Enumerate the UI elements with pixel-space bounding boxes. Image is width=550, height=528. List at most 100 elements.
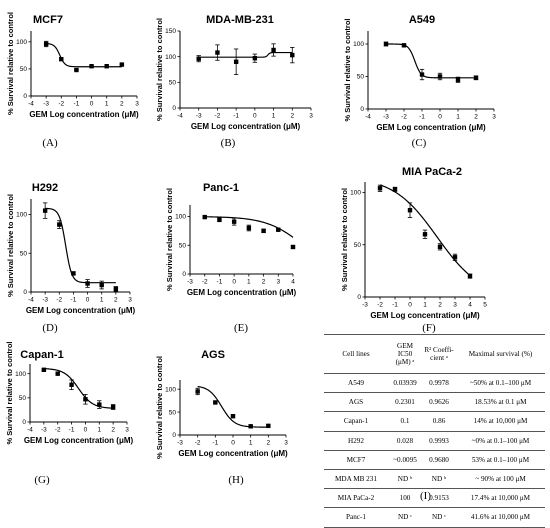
table-cell: 0.9978 — [422, 372, 456, 394]
table-cell: ~0.0095 — [388, 449, 422, 470]
table-cell: Capan-1 — [324, 411, 388, 432]
table-cell: H292 — [324, 430, 388, 451]
chart-panel: MCF7 -4 -3 -2 -1 0 1 2 3 0 50 100 GEM Log concentrat… — [6, 12, 139, 149]
y-axis-label: % Survival relative to control — [165, 188, 174, 291]
data-point — [202, 214, 207, 220]
data-point — [392, 187, 398, 192]
table-row: AGS 0.2301 0.9626 18.53% at 0.1 μM — [324, 392, 545, 413]
x-tick-label: -3 — [196, 113, 202, 120]
data-point — [271, 47, 276, 53]
x-tick-label: 2 — [267, 440, 271, 447]
fit-curve — [386, 43, 476, 79]
data-point — [467, 273, 473, 279]
y-axis-label: % Survival relative to control — [155, 356, 164, 459]
x-tick-label: 1 — [456, 114, 460, 121]
y-tick-label: 100 — [353, 41, 364, 48]
x-tick-label: 2 — [438, 302, 442, 309]
y-tick-label: 100 — [16, 212, 27, 219]
y-tick-label: 50 — [20, 66, 28, 73]
table-cell: 0.2301 — [388, 392, 422, 413]
y-tick-label: 0 — [23, 93, 27, 100]
panel-label: (E) — [234, 322, 248, 334]
chart-panel: Panc-1 -3 -2 -1 0 1 2 3 4 0 50 100 GEM Log concentra… — [165, 182, 296, 334]
data-point — [455, 77, 461, 82]
chart-panel: Capan-1 -4 -3 -2 -1 0 1 2 3 0 50 100 GEM Log concent… — [5, 342, 133, 486]
chart-panel: MDA-MB-231 -4 -3 -2 -1 0 1 2 3 0 50 100 150 GEM Log c… — [155, 14, 313, 149]
y-tick-label: 100 — [350, 190, 361, 197]
x-tick-label: 0 — [84, 427, 88, 434]
data-point — [377, 186, 383, 191]
data-point — [196, 56, 201, 61]
table-header-row: Cell lines GEM IC50 (μM) ᵃ R² Coeffi-cie… — [324, 334, 545, 374]
data-point — [42, 208, 48, 213]
table-cell: 18.53% at 0.1 μM — [456, 392, 545, 413]
x-tick-label: -2 — [377, 302, 383, 309]
data-point — [57, 222, 62, 227]
x-tick-label: 1 — [97, 427, 101, 434]
x-axis-label: GEM Log concentration (μM) — [24, 436, 134, 445]
data-point — [419, 72, 425, 77]
panel-label: (A) — [42, 137, 58, 149]
data-point — [97, 402, 102, 407]
y-tick-label: 100 — [175, 214, 186, 221]
x-tick-label: 3 — [125, 427, 129, 434]
y-tick-label: 50 — [179, 242, 187, 249]
x-tick-label: 1 — [423, 302, 427, 309]
y-tick-label: 50 — [357, 74, 365, 81]
table-cell: 41.6% at 10,000 μM — [456, 507, 545, 528]
table-header-cell: Maximal survival (%) — [456, 334, 545, 374]
table-cell: A549 — [324, 372, 388, 394]
x-tick-label: 2 — [111, 427, 115, 434]
data-point — [85, 281, 90, 286]
panel-label: (D) — [42, 322, 58, 334]
chart-panel: A549 -4 -3 -2 -1 0 1 2 3 0 50 100 GEM Log concentrat… — [343, 14, 496, 149]
data-point — [261, 228, 266, 234]
x-tick-label: 2 — [262, 279, 266, 286]
y-tick-label: 50 — [169, 80, 177, 87]
data-point — [246, 225, 252, 231]
table-row: A549 0.03939 0.9978 ~50% at 0.1–100 μM — [324, 372, 545, 394]
data-point — [195, 389, 200, 394]
data-point — [55, 371, 60, 376]
x-tick-label: -2 — [195, 440, 201, 447]
x-axis-label: GEM Log concentration (μM) — [376, 123, 486, 132]
table-cell: 0.9680 — [422, 449, 456, 470]
x-tick-label: -2 — [56, 297, 62, 304]
x-tick-label: 3 — [135, 101, 139, 108]
x-tick-label: -4 — [27, 427, 33, 434]
table-cell: 100 — [388, 488, 422, 509]
x-tick-label: -2 — [202, 279, 208, 286]
table-header-cell: GEM IC50 (μM) ᵃ — [388, 334, 422, 374]
table-cell: 0.1 — [388, 411, 422, 432]
x-tick-label: 1 — [100, 297, 104, 304]
chart-panel: H292 -4 -3 -2 -1 0 1 2 3 0 50 100 GEM Log concentrat… — [6, 182, 135, 334]
x-tick-label: -1 — [233, 113, 239, 120]
panel-label: (F) — [422, 322, 436, 334]
table-cell: ND ᶜ — [388, 507, 422, 528]
y-tick-label: 0 — [182, 271, 186, 278]
table-cell: ~50% at 0.1–100 μM — [456, 372, 545, 394]
data-point — [43, 41, 49, 47]
x-tick-label: -1 — [392, 302, 398, 309]
y-axis-label: % Survival relative to control — [6, 194, 15, 297]
y-tick-label: 50 — [169, 409, 177, 416]
x-tick-label: -1 — [74, 101, 80, 108]
table-cell: 0.9153 — [422, 488, 456, 509]
chart-title: MCF7 — [33, 14, 63, 26]
data-point — [290, 52, 295, 58]
x-tick-label: 3 — [276, 279, 280, 286]
data-point — [233, 59, 239, 64]
data-point — [248, 424, 253, 429]
x-tick-label: 4 — [468, 302, 472, 309]
table-row: H292 0.028 0.9993 ~0% at 0.1–100 μM — [324, 430, 545, 451]
table-cell: 0.9993 — [422, 430, 456, 451]
x-tick-label: 1 — [249, 440, 253, 447]
x-tick-label: 3 — [284, 440, 288, 447]
x-tick-label: -2 — [58, 101, 64, 108]
chart-title: AGS — [201, 349, 225, 361]
data-point — [407, 208, 413, 213]
y-axis-label: % Survival relative to control — [343, 19, 352, 122]
table-cell: AGS — [324, 392, 388, 413]
data-point — [119, 62, 125, 67]
x-axis-label: GEM Log concentration (μM) — [29, 110, 139, 119]
